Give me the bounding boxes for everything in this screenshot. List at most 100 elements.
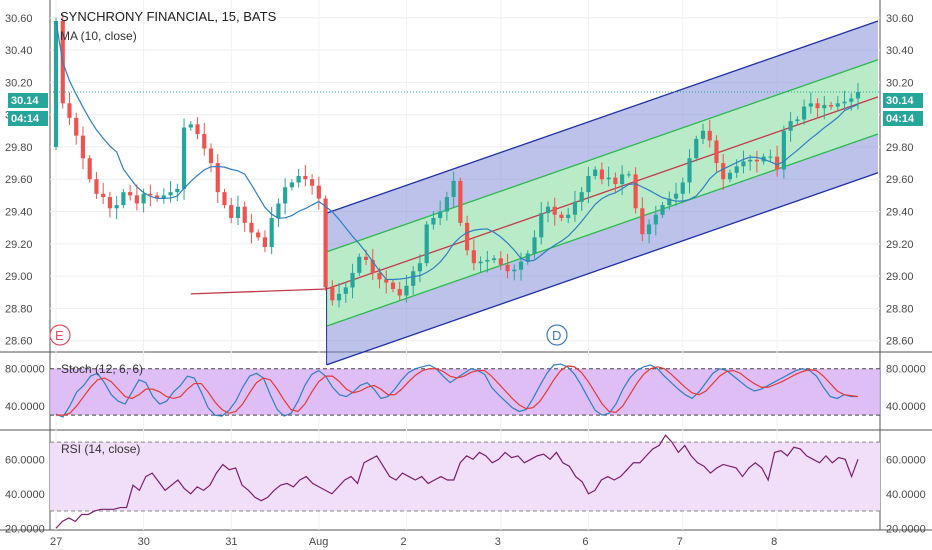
candle-body — [633, 174, 638, 209]
rsi-tick-label-left: 40.0000 — [5, 489, 45, 501]
time-tick-label: 30 — [138, 536, 150, 548]
candle-body — [673, 193, 679, 199]
time-tick-label: 8 — [771, 536, 777, 548]
rsi-band — [50, 442, 880, 512]
rsi-line — [55, 434, 859, 529]
linear-regression-channel[interactable] — [190, 20, 879, 366]
candle-body — [202, 134, 207, 149]
channel-inner-upper-line — [326, 59, 879, 253]
candle-body — [390, 282, 396, 290]
countdown-badge-right — [883, 111, 923, 126]
candle-body — [384, 279, 389, 283]
price-badge-left — [8, 93, 48, 108]
candle-body — [188, 124, 193, 128]
candle-body — [215, 163, 220, 193]
candle-body — [801, 106, 807, 120]
candle-body — [842, 101, 847, 104]
candle-body — [620, 174, 625, 185]
stoch-tick-label-right: 80.0000 — [886, 364, 926, 376]
candle-body — [849, 98, 854, 102]
dividend-marker-label: D — [552, 328, 561, 343]
candle-body — [458, 180, 463, 223]
candle-body — [283, 187, 288, 204]
candle-body — [242, 206, 247, 223]
candle-body — [815, 103, 820, 109]
candle-body — [660, 205, 665, 215]
candle-body — [559, 214, 564, 218]
candle-body — [748, 159, 753, 162]
price-tick-label-left: 28.80 — [5, 303, 33, 315]
candle-body — [229, 205, 234, 218]
candle-body — [512, 269, 517, 272]
candle-body — [768, 156, 773, 158]
candle-body — [788, 121, 793, 131]
time-tick-label: 3 — [495, 536, 501, 548]
dividend-marker[interactable] — [546, 324, 568, 346]
candle-body — [404, 285, 409, 296]
candle-body — [148, 193, 153, 196]
candle-body — [478, 261, 483, 264]
candle-body — [74, 117, 79, 136]
candle-body — [599, 169, 604, 180]
candle-body — [741, 161, 746, 167]
candle-body — [107, 196, 113, 209]
price-tick-label-left: 29.00 — [5, 271, 33, 283]
candle-body — [667, 198, 672, 206]
rsi-tick-label-right: 40.0000 — [886, 489, 926, 501]
earnings-marker-label: E — [55, 328, 64, 343]
candle-body — [350, 272, 355, 288]
rsi-tick-label-left: 60.0000 — [5, 454, 45, 466]
candle-body — [606, 177, 611, 180]
candle-body — [276, 203, 281, 218]
earnings-marker[interactable] — [49, 324, 71, 346]
candle-body — [195, 124, 200, 135]
time-tick-label: 31 — [225, 536, 237, 548]
candle-body — [566, 214, 571, 218]
price-tick-label-right: 28.60 — [886, 336, 914, 348]
candle-body — [552, 206, 557, 215]
candle-body — [417, 263, 423, 272]
candle-body — [53, 20, 59, 147]
candle-body — [80, 135, 86, 159]
axes: 28.60 28.60 28.80 28.80 29.00 29.00 29.20 29.20… — [5, 13, 926, 548]
rsi-label: RSI (14, close) — [61, 442, 140, 456]
stoch-tick-label-right: 40.0000 — [886, 401, 926, 413]
candle-body — [485, 259, 490, 262]
candle-body — [781, 130, 786, 170]
regression-extension — [190, 288, 327, 295]
candle-body — [411, 271, 416, 286]
candle-body — [424, 224, 429, 264]
candle-body — [121, 192, 126, 206]
candle-body — [532, 237, 537, 254]
candle-body — [363, 256, 369, 260]
time-tick-label: 7 — [677, 536, 683, 548]
moving-average — [55, 20, 859, 281]
candle-body — [269, 217, 274, 248]
candle-body — [727, 172, 733, 180]
candle-body — [316, 185, 321, 199]
price-tick-label-right: 30.60 — [886, 13, 914, 25]
candle-body — [586, 176, 591, 193]
candle-body — [256, 232, 261, 238]
price-tick-label-right: 29.60 — [886, 174, 914, 186]
candle-body — [539, 213, 544, 238]
candle-body — [262, 237, 268, 248]
candle-body — [357, 256, 362, 273]
price-badge-right — [883, 93, 923, 108]
candle-body — [465, 222, 470, 251]
candle-body — [438, 211, 443, 218]
candle-body — [161, 195, 166, 199]
candle-body — [613, 177, 618, 185]
candle-body — [754, 159, 759, 162]
candle-body — [303, 176, 308, 180]
candle-body — [687, 158, 692, 183]
candle-body — [795, 119, 800, 122]
candle-body — [175, 188, 180, 193]
candle-body — [141, 193, 146, 204]
ma-label: MA (10, close) — [60, 29, 137, 43]
price-tick-label-right: 28.80 — [886, 303, 914, 315]
candle-body — [734, 166, 739, 173]
rsi-tick-label-right: 20.0000 — [886, 523, 926, 535]
countdown-badge-left-text: 04:14 — [11, 113, 40, 125]
